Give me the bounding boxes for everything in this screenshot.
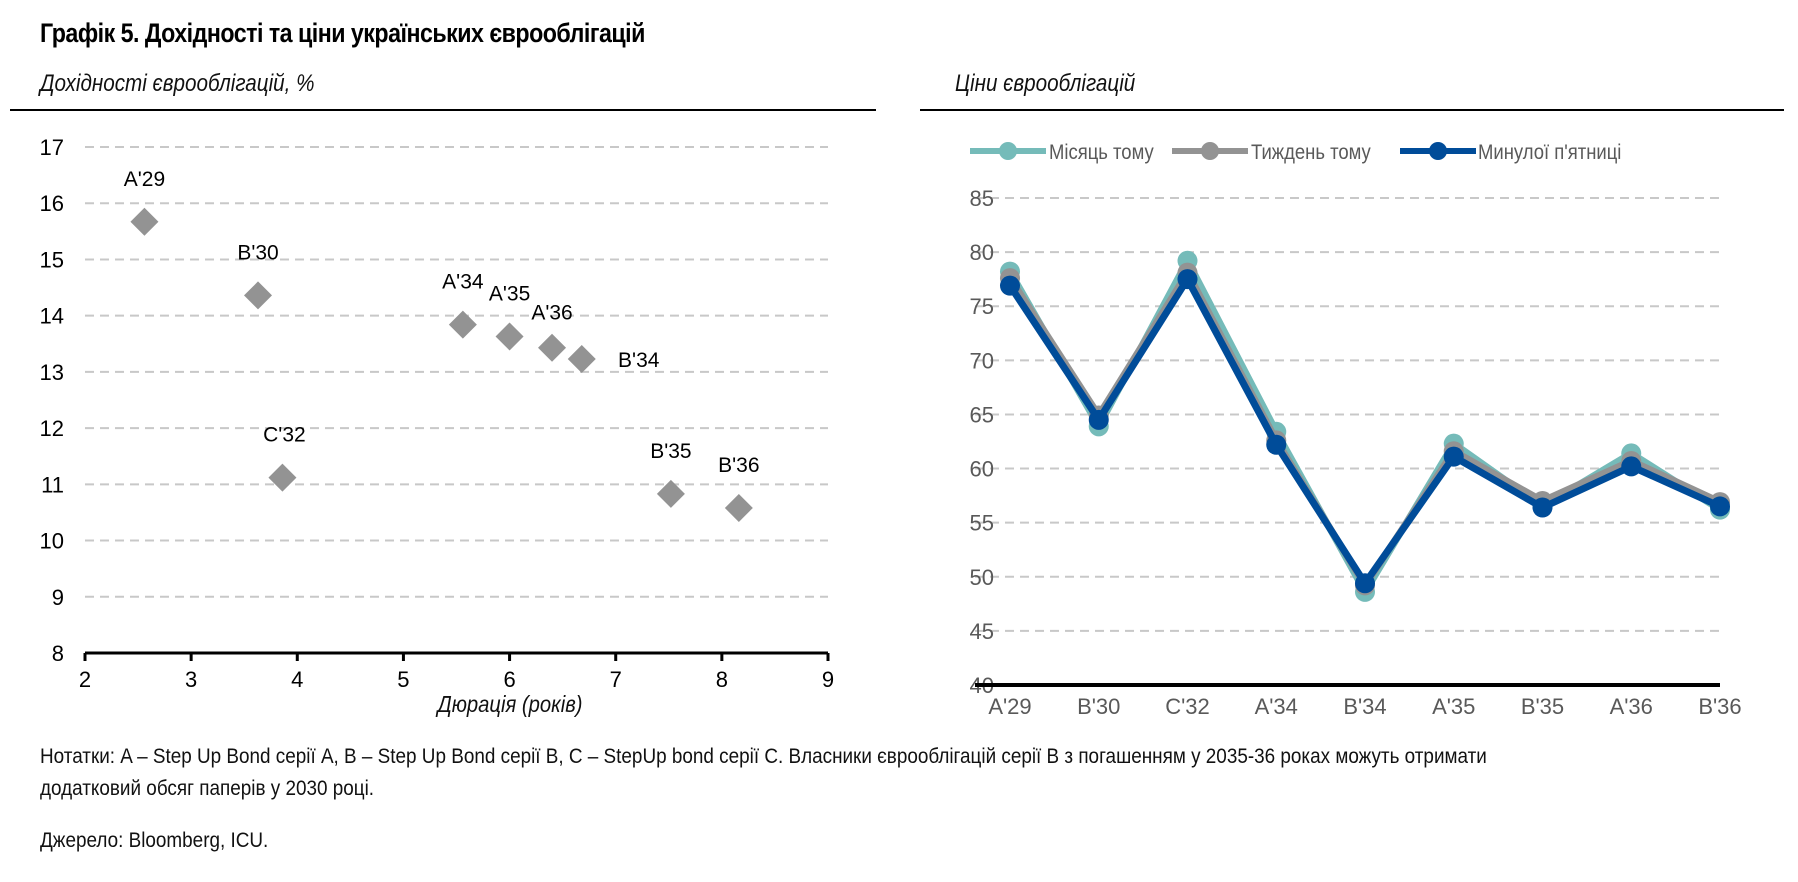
series-line bbox=[1007, 269, 1722, 589]
legend-label: Тиждень тому bbox=[1251, 141, 1371, 164]
y-tick-label: 80 bbox=[970, 240, 994, 265]
source-note: Джерело: Bloomberg, ICU. bbox=[40, 829, 269, 852]
point-label: A'36 bbox=[531, 302, 572, 325]
scatter-point bbox=[268, 463, 297, 492]
chart-title: Графік 5. Дохідності та ціни українських… bbox=[40, 18, 645, 48]
scatter-point bbox=[538, 333, 567, 362]
x-category-label: A'35 bbox=[1432, 694, 1475, 719]
x-category-label: B'30 bbox=[1077, 694, 1120, 719]
y-tick-label: 11 bbox=[41, 472, 64, 497]
x-tick-label: 3 bbox=[185, 667, 197, 692]
series-line bbox=[1007, 275, 1722, 587]
point-label: B'36 bbox=[718, 454, 759, 477]
legend-marker-swatch bbox=[999, 142, 1017, 160]
legend-label: Місяць тому bbox=[1049, 141, 1154, 164]
series-point bbox=[1355, 573, 1375, 594]
series-point bbox=[1000, 275, 1020, 296]
x-tick-label: 9 bbox=[822, 667, 834, 692]
point-label: A'29 bbox=[124, 168, 165, 191]
y-tick-label: 10 bbox=[40, 529, 64, 554]
x-category-label: A'34 bbox=[1255, 694, 1298, 719]
series-point bbox=[1177, 269, 1198, 290]
x-tick-label: 7 bbox=[610, 667, 622, 692]
notes-line-1: Нотатки: A – Step Up Bond серії A, B – S… bbox=[40, 745, 1487, 768]
y-tick-label: 9 bbox=[52, 585, 64, 610]
scatter-point bbox=[567, 344, 596, 373]
y-tick-label: 17 bbox=[40, 135, 64, 160]
y-tick-label: 55 bbox=[970, 511, 994, 536]
right-chart-subtitle: Ціни єврооблігацій bbox=[955, 70, 1136, 97]
left-divider bbox=[10, 109, 876, 111]
x-tick-label: 4 bbox=[291, 667, 303, 692]
left-chart-subtitle: Дохідності єврооблігацій, % bbox=[40, 70, 315, 97]
y-tick-label: 15 bbox=[40, 247, 64, 272]
y-tick-label: 45 bbox=[970, 619, 994, 644]
point-label: B'34 bbox=[618, 349, 660, 372]
notes-line-2: додатковий обсяг паперів у 2030 році. bbox=[40, 777, 375, 800]
x-axis-label: Дюрація (років) bbox=[436, 691, 583, 718]
x-category-label: B'35 bbox=[1521, 694, 1564, 719]
scatter-point bbox=[724, 493, 753, 522]
point-label: A'34 bbox=[442, 271, 484, 294]
legend-marker-swatch bbox=[1429, 142, 1447, 160]
series-point bbox=[1088, 409, 1109, 430]
series-point bbox=[1532, 497, 1553, 518]
y-tick-label: 60 bbox=[970, 457, 994, 482]
x-tick-label: 6 bbox=[503, 667, 515, 692]
y-tick-label: 12 bbox=[40, 416, 64, 441]
series-point bbox=[1621, 456, 1642, 477]
legend-label: Минулої п'ятниці bbox=[1478, 141, 1621, 164]
x-category-label: B'36 bbox=[1698, 694, 1741, 719]
scatter-point bbox=[448, 310, 477, 339]
right-divider bbox=[920, 109, 1784, 111]
y-tick-label: 16 bbox=[40, 191, 64, 216]
x-tick-label: 8 bbox=[716, 667, 728, 692]
x-category-label: A'29 bbox=[988, 694, 1031, 719]
series-point bbox=[1443, 446, 1464, 467]
scatter-point bbox=[130, 207, 159, 236]
y-tick-label: 85 bbox=[970, 186, 994, 211]
point-label: B'35 bbox=[650, 440, 691, 463]
legend-marker-swatch bbox=[1201, 142, 1219, 160]
y-tick-label: 8 bbox=[52, 641, 64, 666]
series-point bbox=[1710, 496, 1730, 517]
x-category-label: A'36 bbox=[1610, 694, 1653, 719]
x-tick-label: 5 bbox=[397, 667, 409, 692]
series-line bbox=[1006, 257, 1722, 596]
point-label: B'30 bbox=[237, 241, 278, 264]
y-tick-label: 50 bbox=[970, 565, 994, 590]
yield-scatter-chart: 8 9 10 11 12 13 14 15 16 17 2 3 4 5 6 7 8 9 Дюрація (років… bbox=[40, 135, 835, 717]
y-tick-label: 75 bbox=[970, 294, 994, 319]
x-tick-label: 2 bbox=[79, 667, 91, 692]
y-tick-label: 70 bbox=[970, 348, 994, 373]
series-point bbox=[1266, 434, 1287, 455]
point-label: A'35 bbox=[489, 282, 530, 305]
y-tick-label: 13 bbox=[40, 360, 64, 385]
x-category-label: B'34 bbox=[1343, 694, 1386, 719]
point-label: C'32 bbox=[263, 424, 306, 447]
x-category-label: C'32 bbox=[1165, 694, 1210, 719]
scatter-point bbox=[656, 479, 685, 508]
scatter-point bbox=[244, 281, 273, 310]
scatter-point bbox=[495, 322, 524, 351]
y-tick-label: 14 bbox=[40, 304, 64, 329]
y-tick-label: 65 bbox=[970, 402, 994, 427]
